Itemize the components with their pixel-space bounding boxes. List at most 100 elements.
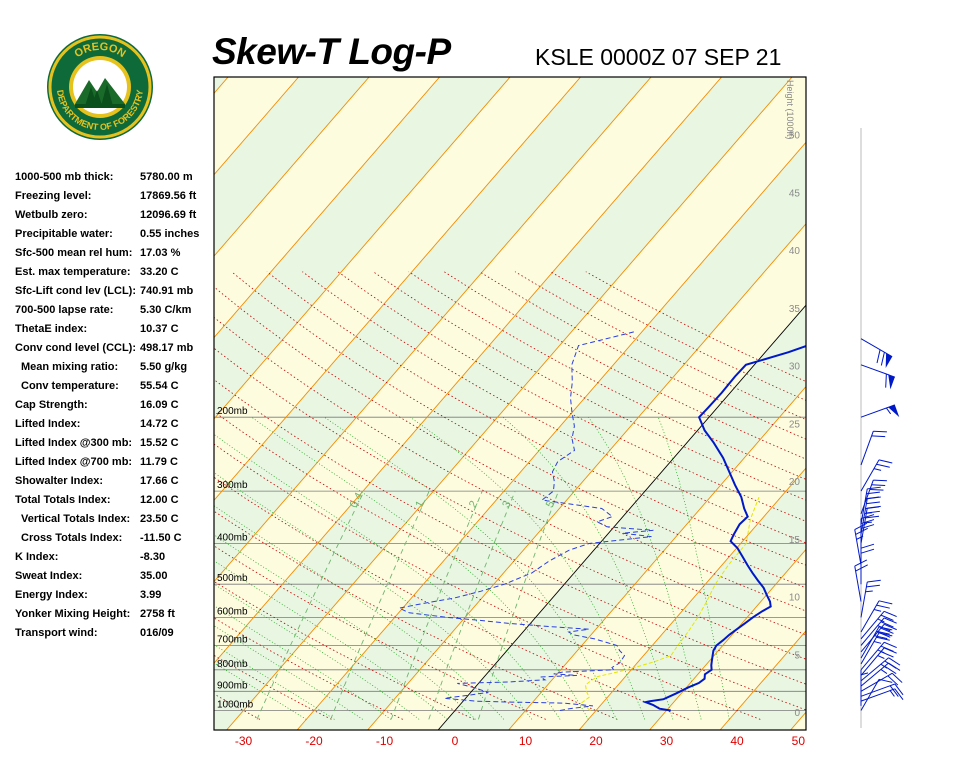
stat-value: 12096.69 ft bbox=[140, 209, 197, 221]
dry-adiabat bbox=[585, 271, 806, 383]
wind-barb bbox=[854, 522, 868, 566]
height-tick-label: 50 bbox=[789, 131, 801, 142]
stat-row: Energy Index: 3.99 bbox=[15, 586, 215, 605]
pressure-label: 400mb bbox=[217, 533, 248, 544]
wind-barb bbox=[860, 610, 897, 640]
mixing-ratio-label: 1 bbox=[413, 499, 426, 510]
stat-row: Mean mixing ratio: 5.50 g/kg bbox=[15, 358, 215, 377]
stat-value: 10.37 C bbox=[140, 323, 179, 335]
stat-value: 33.20 C bbox=[140, 266, 179, 278]
x-tick-label: 50 bbox=[792, 734, 806, 748]
wind-barb bbox=[860, 688, 904, 702]
isotherm-line bbox=[508, 385, 806, 730]
stat-value: 740.91 mb bbox=[140, 285, 194, 297]
stat-row: Vertical Totals Index: 23.50 C bbox=[15, 510, 215, 529]
stat-value: 17.03 % bbox=[140, 247, 181, 259]
dry-adiabat bbox=[514, 271, 806, 421]
height-tick-label: 35 bbox=[789, 304, 801, 315]
stat-label: Sfc-500 mean rel hum: bbox=[15, 247, 133, 259]
dry-adiabat bbox=[231, 271, 806, 589]
stat-label: Showalter Index: bbox=[15, 475, 104, 487]
stat-row: Sfc-Lift cond lev (LCL): 740.91 mb bbox=[15, 282, 215, 301]
mixing-ratio-label: 3 bbox=[500, 499, 513, 510]
moist-adiabat bbox=[502, 416, 674, 720]
stat-row: Showalter Index: 17.66 C bbox=[15, 472, 215, 491]
temperature-band bbox=[214, 77, 793, 730]
stat-value: 55.54 C bbox=[140, 380, 179, 392]
stat-label: Est. max temperature: bbox=[15, 266, 131, 278]
temperature-band bbox=[790, 712, 806, 730]
pressure-label: 200mb bbox=[217, 406, 248, 417]
stat-label: 1000-500 mb thick: bbox=[15, 171, 114, 183]
stat-value: 2758 ft bbox=[140, 608, 175, 620]
mixing-ratio-label: 5 bbox=[544, 499, 557, 510]
stat-label: Precipitable water: bbox=[15, 228, 113, 240]
stat-label: Wetbulb zero: bbox=[15, 209, 88, 221]
stat-row: Precipitable water: 0.55 inches bbox=[15, 225, 215, 244]
wind-barb bbox=[860, 496, 881, 535]
stat-value: 5.50 g/kg bbox=[140, 361, 188, 373]
stat-value: 15.52 C bbox=[140, 437, 179, 449]
temperature-profile-line bbox=[642, 345, 806, 712]
stat-row: Transport wind: 016/09 bbox=[15, 624, 215, 643]
stat-value: -8.30 bbox=[140, 551, 166, 563]
isotherm-line bbox=[367, 223, 806, 730]
isotherm-line bbox=[226, 77, 793, 730]
mixing-ratio-label: 2 bbox=[467, 499, 480, 510]
mixing-ratio-line bbox=[390, 490, 483, 720]
stat-label: Total Totals Index: bbox=[15, 494, 111, 506]
stat-label: Yonker Mixing Height: bbox=[15, 608, 131, 620]
wind-barb bbox=[860, 404, 900, 418]
stat-value: 17.66 C bbox=[140, 475, 179, 487]
stat-row: ThetaE index: 10.37 C bbox=[15, 320, 215, 339]
temperature-band bbox=[508, 386, 806, 730]
stat-value: 016/09 bbox=[140, 627, 174, 639]
isotherm-line bbox=[790, 711, 806, 730]
stat-row: Total Totals Index: 12.00 C bbox=[15, 491, 215, 510]
stat-row: 700-500 lapse rate: 5.30 C/km bbox=[15, 301, 215, 320]
isotherm-line bbox=[719, 630, 806, 730]
logo-top-text: OREGON bbox=[72, 41, 127, 60]
x-tick-label: -30 bbox=[235, 734, 253, 748]
stat-value: 3.99 bbox=[140, 589, 162, 601]
stat-row: K Index: -8.30 bbox=[15, 548, 215, 567]
x-tick-label: 20 bbox=[589, 734, 603, 748]
x-tick-label: 30 bbox=[660, 734, 674, 748]
stat-value: 16.09 C bbox=[140, 399, 179, 411]
dry-adiabat bbox=[550, 271, 806, 401]
pressure-label: 700mb bbox=[217, 635, 248, 646]
wind-barb bbox=[860, 662, 901, 687]
stat-row: Sfc-500 mean rel hum: 17.03 % bbox=[15, 244, 215, 263]
isotherm-line bbox=[861, 77, 960, 730]
stat-label: K Index: bbox=[15, 551, 59, 563]
moist-adiabat bbox=[324, 416, 617, 720]
isotherm-line bbox=[578, 467, 806, 730]
wind-barb bbox=[860, 600, 893, 633]
stat-value: 11.79 C bbox=[140, 456, 178, 468]
height-tick-label: 10 bbox=[789, 593, 801, 604]
dry-adiabat bbox=[214, 347, 806, 660]
oregon-forestry-logo: OREGON DEPARTMENT OF FORESTRY bbox=[47, 34, 153, 140]
temperature-band bbox=[649, 549, 806, 730]
stat-label: Lifted Index @700 mb: bbox=[15, 456, 133, 468]
stat-row: Cap Strength: 16.09 C bbox=[15, 396, 215, 415]
stat-row: Lifted Index @700 mb: 11.79 C bbox=[15, 453, 215, 472]
mixing-ratio-line bbox=[428, 490, 516, 720]
wind-barb bbox=[860, 626, 893, 659]
dry-adiabat bbox=[479, 271, 806, 440]
temperature-band bbox=[579, 468, 806, 730]
wind-barb bbox=[860, 623, 897, 653]
dry-adiabat bbox=[214, 316, 806, 636]
plot-frame bbox=[213, 76, 807, 731]
wind-barb bbox=[860, 338, 893, 368]
stat-row: 1000-500 mb thick: 5780.00 m bbox=[15, 168, 215, 187]
temperature-band bbox=[226, 77, 806, 730]
stat-label: Lifted Index: bbox=[15, 418, 81, 430]
stat-value: -11.50 C bbox=[140, 532, 182, 544]
temperature-band bbox=[720, 630, 806, 730]
wind-barb bbox=[860, 543, 875, 585]
stat-value: 35.00 bbox=[140, 570, 168, 582]
wind-barb bbox=[860, 632, 893, 665]
pressure-label: 600mb bbox=[217, 606, 248, 617]
stat-value: 5780.00 m bbox=[140, 171, 193, 183]
